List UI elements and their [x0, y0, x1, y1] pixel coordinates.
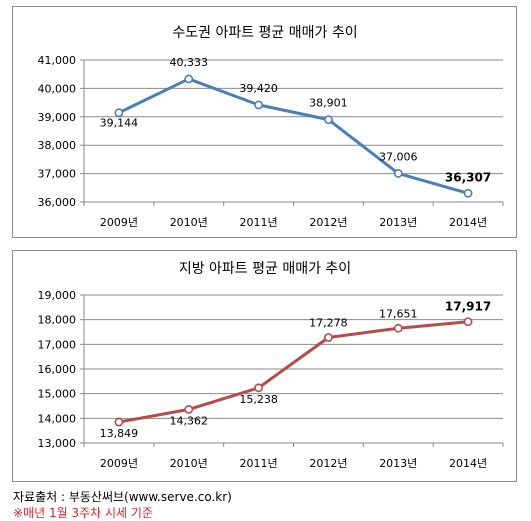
- data-label: 38,901: [309, 97, 348, 110]
- data-label: 17,278: [309, 316, 348, 329]
- data-point: [254, 383, 263, 393]
- y-tick-label: 14,000: [38, 412, 77, 425]
- data-point: [393, 169, 403, 178]
- data-point: [114, 108, 124, 118]
- y-tick-label: 38,000: [38, 139, 77, 152]
- y-tick-label: 18,000: [38, 314, 77, 327]
- data-point: [463, 317, 473, 327]
- x-tick-label: 2012년: [309, 216, 347, 229]
- data-point: [184, 74, 194, 84]
- data-point: [254, 100, 263, 110]
- y-tick-label: 36,000: [38, 196, 77, 209]
- x-tick-label: 2014년: [449, 216, 487, 229]
- x-tick-label: 2013년: [379, 457, 417, 470]
- x-tick-label: 2011년: [240, 457, 278, 470]
- y-tick-label: 17,000: [38, 338, 77, 351]
- y-tick-label: 37,000: [38, 168, 77, 181]
- data-point: [393, 323, 403, 333]
- x-tick-label: 2013년: [379, 216, 417, 229]
- data-label: 17,651: [379, 307, 418, 320]
- data-point: [463, 188, 473, 198]
- data-label: 17,917: [445, 300, 491, 314]
- footnote-text: ※매년 1월 3주차 시세 기준: [13, 506, 153, 520]
- chart-panel-regional: 지방 아파트 평균 매매가 추이 13,000 14,000 15,000 16,000…: [12, 250, 517, 482]
- y-tick-label: 39,000: [38, 111, 77, 124]
- data-label: 14,362: [170, 414, 209, 427]
- data-label: 15,238: [239, 393, 278, 406]
- y-tick-label: 13,000: [38, 437, 77, 450]
- y-tick-label: 41,000: [38, 54, 77, 67]
- series-line: [118, 320, 469, 424]
- data-point: [114, 417, 124, 427]
- y-tick-label: 19,000: [38, 289, 77, 302]
- data-label: 39,420: [239, 82, 278, 95]
- data-label: 13,849: [100, 427, 139, 440]
- source-text: 자료출처 : 부동산써브(www.serve.co.kr): [13, 490, 232, 504]
- data-label: 37,006: [379, 150, 418, 163]
- series-line: [118, 77, 469, 195]
- x-tick-label: 2012년: [309, 457, 347, 470]
- x-tick-label: 2009년: [100, 216, 138, 229]
- y-tick-label: 40,000: [38, 82, 77, 95]
- data-point: [324, 333, 333, 342]
- data-label: 39,144: [100, 117, 139, 130]
- data-label: 40,333: [170, 56, 209, 69]
- chart-panel-capital-area: 수도권 아파트 평균 매매가 추이 36,000 37,000 38,000 39,00…: [12, 6, 517, 238]
- data-point: [184, 405, 194, 414]
- data-label: 36,307: [445, 170, 491, 184]
- chart-title: 수도권 아파트 평균 매매가 추이: [172, 25, 357, 41]
- chart-regional: 지방 아파트 평균 매매가 추이 13,000 14,000 15,000 16,000…: [38, 261, 504, 470]
- chart-title: 지방 아파트 평균 매매가 추이: [179, 261, 351, 277]
- data-point: [324, 115, 333, 125]
- x-tick-label: 2009년: [100, 457, 138, 470]
- y-tick-label: 16,000: [38, 363, 77, 376]
- x-tick-label: 2010년: [170, 457, 208, 470]
- x-tick-label: 2014년: [449, 457, 487, 470]
- y-tick-label: 15,000: [38, 388, 77, 401]
- x-tick-label: 2010년: [170, 216, 208, 229]
- chart-capital-area: 수도권 아파트 평균 매매가 추이 36,000 37,000 38,000 39,00…: [38, 25, 504, 229]
- x-tick-label: 2011년: [240, 216, 278, 229]
